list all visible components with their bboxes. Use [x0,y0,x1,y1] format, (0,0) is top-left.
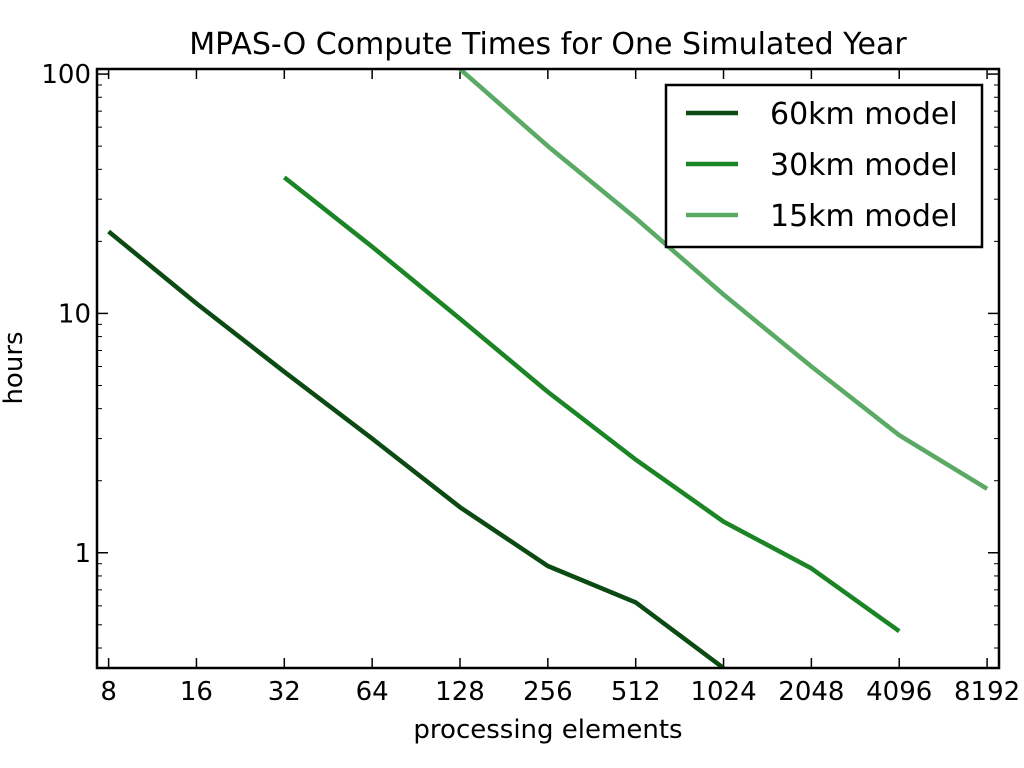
series-line-1 [107,229,725,668]
x-tick-label: 8192 [954,677,1020,707]
legend-label: 30km model [770,148,958,183]
x-tick-label: 512 [611,677,661,707]
x-tick-label: 16 [180,677,213,707]
x-tick-label: 256 [523,677,573,707]
y-tick-label: 10 [58,299,91,329]
x-tick-label: 2048 [778,677,844,707]
legend-label: 60km model [770,97,958,132]
y-axis-title: hours [0,331,29,404]
x-tick-label: 4096 [866,677,932,707]
legend: 60km model 30km model 15km model [664,83,984,249]
series-lines [107,69,989,668]
y-tick-label: 100 [41,60,91,90]
series-line-2 [282,175,901,634]
legend-label: 15km model [770,199,958,234]
plot-frame [95,67,1001,670]
x-tick-label: 32 [268,677,301,707]
y-tick-label: 1 [74,539,91,569]
x-tick-label: 128 [435,677,485,707]
x-axis-title: processing elements [413,715,682,745]
x-tick-label: 1024 [690,677,756,707]
x-tick-label: 8 [100,677,117,707]
chart-title: MPAS-O Compute Times for One Simulated Y… [189,27,907,62]
x-tick-label: 64 [356,677,389,707]
series-line-3 [458,69,989,491]
axis-ticks: 8 16 32 64 128 256 512 1024 2048 4096 8192 1 10 100 [41,60,1020,707]
